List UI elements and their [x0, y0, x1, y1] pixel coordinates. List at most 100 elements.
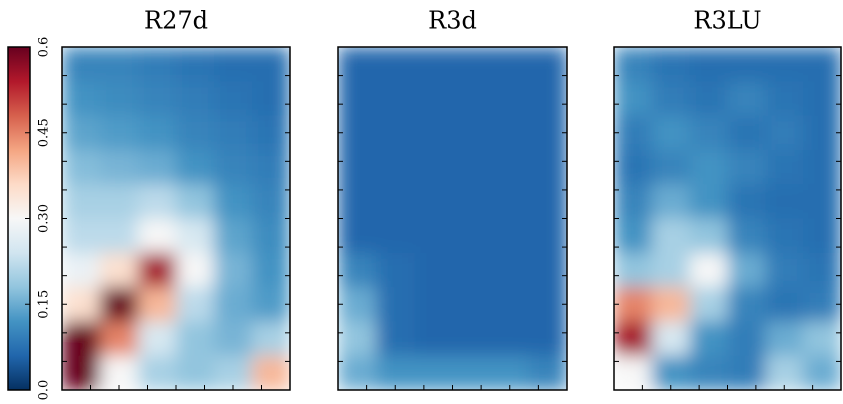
- heatmap-cell: [651, 184, 691, 219]
- heatmap-cell: [414, 355, 453, 390]
- heatmap-cell: [490, 184, 530, 219]
- heatmap-cell: [176, 218, 215, 254]
- heatmap-cell: [338, 252, 377, 288]
- heatmap-cell: [452, 218, 492, 254]
- heatmap-cell: [376, 115, 415, 151]
- heatmap-cell: [338, 149, 377, 185]
- heatmap-cell: [338, 355, 377, 390]
- heatmap-cell: [62, 355, 101, 390]
- heatmap-cell: [100, 252, 139, 288]
- heatmap-cell: [176, 47, 215, 82]
- heatmap-cell: [452, 321, 492, 357]
- heatmap-cell: [528, 287, 567, 322]
- heatmap-cell: [414, 252, 453, 288]
- heatmap-cell: [100, 115, 139, 151]
- heatmap-cell: [62, 115, 101, 151]
- heatmap-cell: [176, 355, 215, 390]
- heatmap-cell: [765, 218, 804, 254]
- heatmap-cell: [803, 218, 841, 254]
- heatmap-cell: [376, 321, 415, 357]
- heatmap-cell: [414, 81, 453, 117]
- heatmap-cell: [338, 47, 377, 82]
- heatmap-cell: [614, 287, 653, 322]
- heatmap-cells: [62, 47, 290, 390]
- heatmap-cell: [689, 287, 728, 322]
- heatmap-cell: [414, 218, 453, 254]
- heatmap-cell: [138, 81, 177, 117]
- heatmap: [338, 47, 567, 390]
- heatmap-cell: [376, 355, 415, 390]
- heatmap-cell: [727, 47, 766, 82]
- heatmap-cell: [176, 321, 215, 357]
- heatmap-cell: [651, 355, 691, 390]
- heatmap-cell: [490, 81, 530, 117]
- heatmap-cell: [452, 252, 492, 288]
- heatmap-cell: [452, 81, 492, 117]
- heatmap-cell: [727, 149, 766, 185]
- heatmap-cell: [689, 218, 728, 254]
- heatmap-cell: [138, 218, 177, 254]
- heatmap-cell: [252, 149, 290, 185]
- heatmap-cell: [803, 47, 841, 82]
- heatmap-cell: [414, 184, 453, 219]
- heatmap-cell: [338, 115, 377, 151]
- heatmap-cell: [338, 321, 377, 357]
- heatmap-cell: [727, 252, 766, 288]
- heatmap-cell: [214, 252, 253, 288]
- heatmap-cell: [490, 321, 530, 357]
- heatmap-cell: [214, 115, 253, 151]
- heatmap-cell: [689, 81, 728, 117]
- heatmap-cell: [214, 184, 253, 219]
- heatmap-cell: [338, 287, 377, 322]
- heatmap-cell: [176, 252, 215, 288]
- heatmap-cell: [803, 115, 841, 151]
- heatmap-cell: [765, 321, 804, 357]
- heatmap-cell: [176, 287, 215, 322]
- heatmap-cell: [252, 184, 290, 219]
- heatmap-cell: [414, 149, 453, 185]
- colorbar-tick-label: 0.6: [37, 37, 52, 58]
- heatmap-cell: [614, 321, 653, 357]
- heatmap-cell: [765, 355, 804, 390]
- heatmap-cell: [62, 184, 101, 219]
- heatmap-cell: [376, 149, 415, 185]
- heatmap-cell: [214, 355, 253, 390]
- heatmap-cells: [614, 47, 841, 390]
- heatmap-cell: [614, 149, 653, 185]
- heatmap: [614, 47, 841, 390]
- heatmap-cell: [689, 321, 728, 357]
- heatmap-cell: [100, 47, 139, 82]
- heatmap-cell: [689, 47, 728, 82]
- heatmap-cell: [376, 287, 415, 322]
- heatmap-cell: [765, 252, 804, 288]
- heatmap-cell: [252, 115, 290, 151]
- heatmap-cell: [62, 321, 101, 357]
- heatmap-cell: [651, 115, 691, 151]
- heatmap-cell: [614, 218, 653, 254]
- heatmap-cell: [689, 115, 728, 151]
- heatmap-cell: [765, 81, 804, 117]
- heatmap-cell: [803, 252, 841, 288]
- heatmap-cell: [490, 218, 530, 254]
- heatmap-cell: [528, 252, 567, 288]
- heatmap-cell: [490, 115, 530, 151]
- heatmap-cell: [376, 218, 415, 254]
- heatmap-cell: [376, 252, 415, 288]
- heatmap-cell: [100, 218, 139, 254]
- heatmap-cell: [176, 184, 215, 219]
- heatmap-cell: [100, 321, 139, 357]
- heatmap-cell: [614, 184, 653, 219]
- heatmap-cell: [490, 355, 530, 390]
- heatmap-cell: [803, 287, 841, 322]
- heatmap-cell: [62, 287, 101, 322]
- heatmap-cell: [651, 81, 691, 117]
- heatmap-cell: [338, 81, 377, 117]
- heatmap-cell: [138, 115, 177, 151]
- panel-title: R3LU: [693, 7, 761, 35]
- heatmap: [62, 47, 290, 390]
- colorbar-tick-label: 0.15: [37, 290, 52, 319]
- heatmap-cell: [100, 355, 139, 390]
- heatmap-cell: [214, 149, 253, 185]
- heatmap-cell: [100, 184, 139, 219]
